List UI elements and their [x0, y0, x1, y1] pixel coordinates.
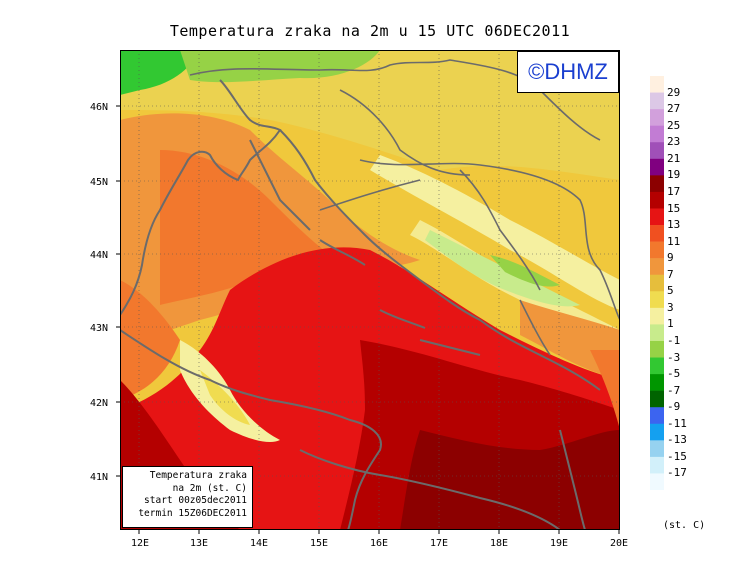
temp-zone-italy-coast	[120, 280, 180, 400]
temp-zone-dinaric	[370, 155, 620, 310]
legend-level-label: 5	[667, 284, 674, 298]
legend-swatch	[650, 191, 664, 209]
legend-level-label: 23	[667, 135, 681, 149]
temp-zone-deep-south	[400, 430, 620, 530]
temp-zone-cold-bosnia-2	[490, 255, 560, 287]
legend-level-label: 11	[667, 234, 681, 248]
legend-swatch	[650, 241, 664, 259]
legend-swatch	[650, 208, 664, 226]
legend-swatch	[650, 407, 664, 425]
legend-level-label: 1	[667, 317, 674, 331]
temp-zone-gargano	[180, 340, 280, 442]
legend-level-label: 3	[667, 300, 674, 314]
x-tick-label: 19E	[550, 538, 568, 549]
legend-level-label: -17	[667, 466, 687, 480]
legend-swatch	[650, 473, 664, 490]
legend-swatch	[650, 175, 664, 193]
legend-unit: (st. C)	[663, 520, 706, 531]
temp-zone-north	[120, 50, 620, 180]
legend-swatch	[650, 456, 664, 474]
legend-level-label: 15	[667, 201, 681, 215]
map-title: Temperatura zraka na 2m u 15 UTC 06DEC20…	[169, 22, 571, 40]
graticule	[120, 50, 620, 530]
info-box: Temperatura zraka na 2m (st. C) start 00…	[122, 466, 253, 528]
temp-zone-gargano-2	[200, 370, 250, 425]
legend-swatch	[650, 340, 664, 358]
y-tick-label: 44N	[90, 250, 108, 261]
x-tick-label: 17E	[430, 538, 448, 549]
legend-level-label: -3	[667, 350, 681, 364]
x-tick-label: 16E	[370, 538, 388, 549]
legend-swatch	[650, 258, 664, 276]
legend-swatch	[650, 374, 664, 391]
info-line: na 2m (st. C)	[172, 482, 247, 494]
info-line: termin 15Z06DEC2011	[138, 507, 247, 519]
temp-zone-cold-nw	[120, 50, 200, 95]
coastlines	[120, 79, 601, 530]
y-tick-label: 42N	[90, 398, 108, 409]
legend-level-label: -11	[667, 416, 687, 430]
legend-swatch	[650, 158, 664, 176]
x-tick-label: 14E	[250, 538, 268, 549]
legend-level-label: 29	[667, 85, 681, 99]
legend-level-label: 17	[667, 184, 681, 198]
y-tick-label: 46N	[90, 102, 108, 113]
legend-level-label: 21	[667, 151, 681, 165]
legend-swatch	[650, 76, 664, 93]
legend-swatch	[650, 225, 664, 242]
legend-swatch	[650, 142, 664, 160]
y-tick-label: 45N	[90, 177, 108, 188]
color-legend	[650, 76, 664, 490]
legend-level-label: 7	[667, 267, 674, 281]
info-line: start 00z05dec2011	[144, 495, 247, 506]
legend-level-label: -9	[667, 400, 681, 414]
legend-level-label: -5	[667, 367, 681, 381]
legend-swatch	[650, 324, 664, 342]
temp-zone-cold-alps	[180, 50, 380, 83]
temp-zone-east-balkans-2	[590, 350, 620, 430]
legend-swatch	[650, 440, 664, 458]
x-tick-label: 15E	[310, 538, 328, 549]
legend-level-label: -13	[667, 433, 687, 447]
legend-swatch	[650, 125, 664, 143]
legend-level-label: 25	[667, 118, 681, 132]
legend-swatch	[650, 390, 664, 408]
country-borders	[189, 59, 620, 356]
legend-swatch	[650, 92, 664, 110]
x-tick-label: 20E	[610, 538, 628, 549]
legend-level-label: -7	[667, 383, 681, 397]
legend-level-label: 27	[667, 102, 681, 116]
legend-level-label: -15	[667, 449, 687, 463]
x-tick-label: 13E	[190, 538, 208, 549]
legend-swatch	[650, 357, 664, 375]
legend-swatch	[650, 274, 664, 292]
y-tick-label: 41N	[90, 472, 108, 483]
x-tick-label: 12E	[131, 538, 149, 549]
y-tick-label: 43N	[90, 323, 108, 334]
legend-swatch	[650, 307, 664, 325]
x-tick-label: 18E	[490, 538, 508, 549]
legend-level-label: 13	[667, 218, 681, 231]
legend-swatch	[650, 109, 664, 126]
legend-swatch	[650, 291, 664, 309]
legend-swatch	[650, 423, 664, 441]
dhmz-logo: ©DHMZ	[517, 51, 619, 93]
legend-level-label: 19	[667, 168, 681, 182]
legend-level-label: 9	[667, 251, 674, 265]
legend-level-label: -1	[667, 334, 681, 347]
info-line: Temperatura zraka	[149, 470, 247, 481]
